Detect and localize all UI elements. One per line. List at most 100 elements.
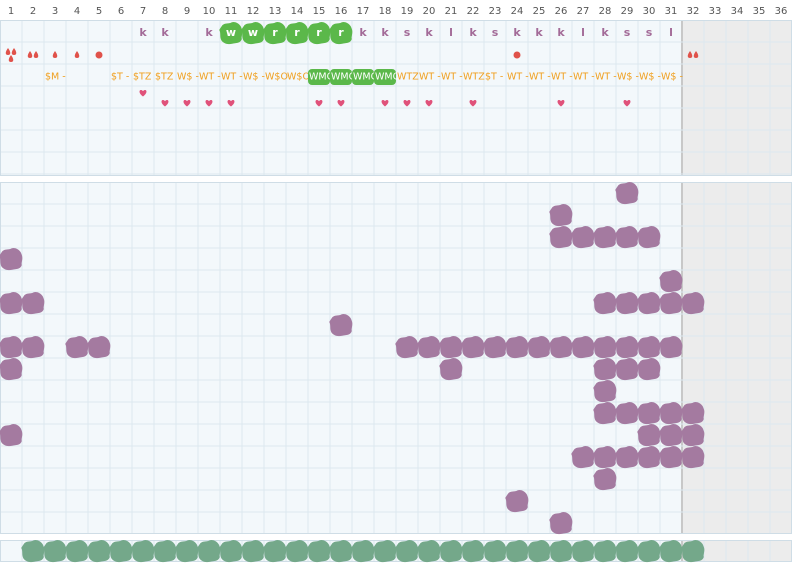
tag-text: W$ - (639, 72, 661, 83)
bottom-blob (307, 540, 331, 563)
day-letter: l (449, 26, 453, 39)
drop-icon (27, 51, 33, 58)
entry-blob (21, 292, 45, 315)
day-letter: s (646, 26, 653, 39)
column-number: 32 (687, 6, 700, 17)
entry-blob (593, 446, 617, 469)
tag-text: WT - (221, 72, 243, 83)
column-number: 16 (335, 6, 348, 17)
entry-blob (637, 446, 661, 469)
entry-blob (483, 336, 507, 359)
day-letter: s (492, 26, 499, 39)
entry-blob (659, 424, 683, 447)
bottom-blob (527, 540, 551, 563)
tag-badge (374, 69, 396, 85)
column-number: 2 (30, 6, 36, 17)
entry-blob (571, 336, 595, 359)
entry-blob (87, 336, 111, 359)
heart-icon (205, 99, 213, 107)
column-number: 24 (511, 6, 524, 17)
column-number: 29 (621, 6, 634, 17)
entry-blob (637, 402, 661, 425)
entry-blob (615, 226, 639, 249)
tag-text: WMO (353, 72, 378, 83)
tag-text: WMO (331, 72, 356, 83)
day-letter: l (669, 26, 673, 39)
day-letter: r (294, 26, 300, 39)
drop-icon (687, 51, 693, 58)
column-number: 35 (753, 6, 766, 17)
day-letter: k (513, 26, 521, 39)
entry-blob (505, 490, 529, 513)
drop-icon (33, 51, 39, 58)
entry-blob (615, 446, 639, 469)
heart-icon (469, 99, 477, 107)
column-number: 1 (8, 6, 14, 17)
entry-blob (659, 402, 683, 425)
tag-text: W$ - (177, 72, 199, 83)
bottom-blob (153, 540, 177, 563)
tag-text: $TZ (155, 72, 174, 83)
column-number: 22 (467, 6, 480, 17)
drop-icon (11, 48, 17, 55)
column-number: 36 (775, 6, 788, 17)
day-letter: l (581, 26, 585, 39)
entry-blob (593, 358, 617, 381)
entry-blob (461, 336, 485, 359)
day-letter: k (601, 26, 609, 39)
entry-blob (439, 358, 463, 381)
column-number: 7 (140, 6, 146, 17)
column-number: 34 (731, 6, 744, 17)
day-letter: r (272, 26, 278, 39)
day-letter: r (316, 26, 322, 39)
bottom-blob (505, 540, 529, 563)
day-letter: k (381, 26, 389, 39)
tag-text: $TZ (133, 72, 152, 83)
entry-blob (571, 226, 595, 249)
day-letter: k (205, 26, 213, 39)
tag-text: W$O (265, 72, 288, 83)
bottom-blob (197, 540, 221, 563)
heart-icon (227, 99, 235, 107)
tag-text: $T - (485, 72, 503, 83)
bottom-blob (681, 540, 705, 563)
entry-blob (637, 424, 661, 447)
entry-blob (417, 336, 441, 359)
entry-blob (615, 358, 639, 381)
day-letter: k (469, 26, 477, 39)
dot-icon (95, 51, 103, 59)
entry-blob (593, 402, 617, 425)
bottom-blob (659, 540, 683, 563)
bottom-blob (637, 540, 661, 563)
bottom-blob (131, 540, 155, 563)
tag-badge (352, 69, 374, 85)
column-number: 21 (445, 6, 458, 17)
tag-text: $M - (45, 72, 66, 83)
column-number: 23 (489, 6, 502, 17)
tag-text: $T - (111, 72, 129, 83)
entry-blob (593, 292, 617, 315)
entry-blob (615, 402, 639, 425)
bottom-blob (21, 540, 45, 563)
drop-icon (8, 55, 14, 62)
day-letter: s (404, 26, 411, 39)
entry-blob (395, 336, 419, 359)
column-number: 13 (269, 6, 282, 17)
tag-text: WT - (573, 72, 595, 83)
bottom-blob (109, 540, 133, 563)
entry-blob (615, 336, 639, 359)
day-letter: k (557, 26, 565, 39)
column-number: 27 (577, 6, 590, 17)
letter-badge (285, 22, 309, 45)
entry-blob (637, 226, 661, 249)
day-letter: k (535, 26, 543, 39)
entry-blob (549, 512, 573, 535)
bottom-blob (263, 540, 287, 563)
entry-blob (681, 446, 705, 469)
tag-text: WT - (507, 72, 529, 83)
heart-icon (139, 89, 147, 97)
tag-text: WMO (375, 72, 400, 83)
column-number: 33 (709, 6, 722, 17)
column-number: 3 (52, 6, 58, 17)
